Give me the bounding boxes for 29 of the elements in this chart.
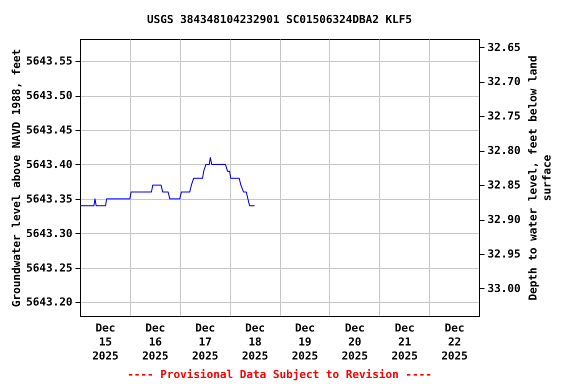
y-tick-label: 5643.40 [26, 158, 72, 171]
x-tick-label: Dec 18 2025 [242, 322, 268, 362]
x-tick-label: Dec 22 2025 [441, 322, 468, 362]
chart-title: USGS 384348104232901 SC01506324DBA2 KLF5 [147, 13, 412, 26]
x-tick-label: Dec 15 2025 [92, 322, 119, 362]
y2-tick-label: 32.70 [488, 75, 521, 88]
x-tick-label: Dec 16 2025 [142, 322, 169, 362]
y-tick-label: 5643.20 [26, 296, 72, 309]
y2-tick-label: 33.00 [488, 282, 521, 295]
y-axis-title: Groundwater level above NAVD 1988, feet [10, 48, 24, 308]
y-tick-label: 5643.30 [26, 226, 72, 240]
y-tick-label: 5643.35 [26, 192, 72, 206]
line-series [80, 157, 256, 206]
x-tick-label: Dec 20 2025 [342, 322, 368, 362]
x-tick-label: Dec 19 2025 [292, 322, 318, 362]
y-tick-label: 5643.25 [26, 261, 72, 274]
y2-tick-label: 32.65 [488, 40, 521, 54]
text: ---- Provisional Data Subject to Revision ---- [127, 368, 432, 381]
y-tick-label: 5643.55 [26, 54, 72, 68]
y-tick-label: 5643.50 [26, 89, 72, 102]
x-tick-label: Dec 21 2025 [391, 322, 418, 362]
y2-tick-label: 32.80 [488, 144, 521, 158]
x-tick-label: Dec 17 2025 [192, 322, 218, 362]
y2-axis-title: Depth to water level, feet below land surface [526, 55, 554, 301]
y-tick-label: 5643.45 [26, 123, 72, 136]
y2-tick-label: 32.85 [488, 178, 521, 192]
y2-tick-label: 32.90 [488, 213, 521, 226]
y2-tick-label: 32.95 [488, 247, 521, 260]
y2-tick-label: 32.75 [488, 110, 521, 123]
